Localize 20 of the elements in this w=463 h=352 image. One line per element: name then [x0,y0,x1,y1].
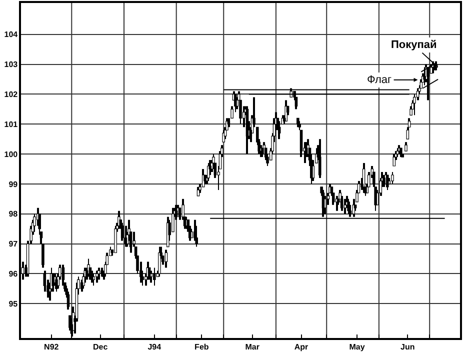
y-tick-label: 101 [4,120,18,129]
x-tick-label: N92 [44,342,60,352]
annotation: Покупай [391,39,437,51]
x-tick-label: Mar [245,342,260,352]
y-tick-label: 95 [8,299,18,308]
y-tick-label: 103 [4,60,18,70]
y-tick-label: 99 [8,180,18,189]
x-tick-label: Jun [400,342,415,352]
y-tick-label: 100 [4,150,18,159]
y-tick-label: 96 [8,269,18,278]
x-tick-label: Apr [294,342,308,352]
y-tick-label: 97 [8,240,18,249]
x-tick-label: Dec [93,342,108,352]
y-tick-label: 104 [4,30,18,40]
x-tick-label: May [349,342,366,352]
y-tick-label: 98 [8,210,18,219]
annotation: Флаг [367,74,392,86]
x-tick-label: Feb [194,342,209,352]
y-tick-label: 102 [4,90,18,100]
x-tick-label: J94 [148,342,162,352]
